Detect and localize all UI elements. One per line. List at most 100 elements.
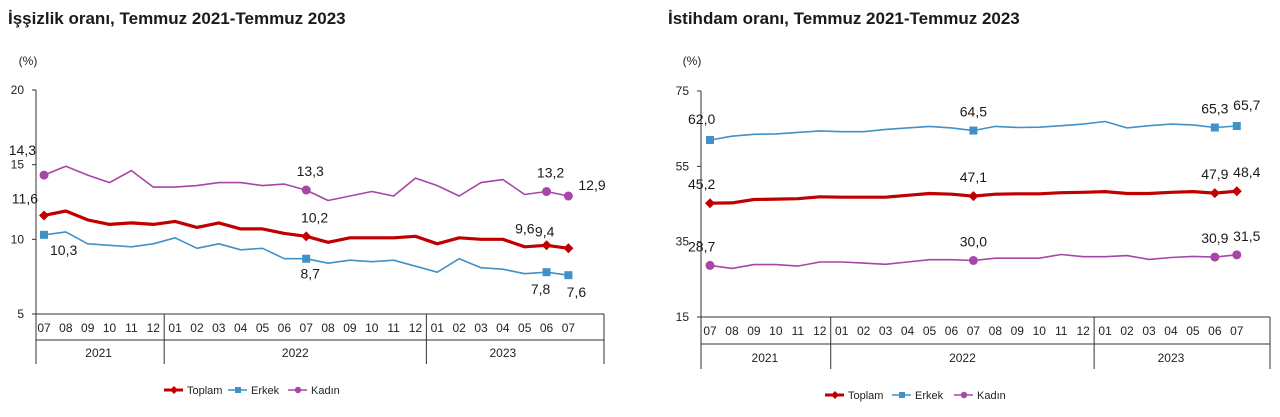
year-label: 2022 [949,351,976,365]
data-marker-square [706,135,714,144]
x-tick-label: 07 [562,321,576,335]
legend-label: Erkek [915,390,944,402]
data-marker-diamond [1231,186,1242,197]
data-label: 45,2 [688,176,715,192]
data-label: 65,3 [1201,101,1228,117]
x-tick-label: 05 [518,321,532,335]
data-marker-diamond [968,191,979,202]
y-tick-label: 20 [11,83,25,97]
data-marker-square [302,254,311,263]
data-label: 47,1 [960,169,987,185]
data-label: 13,3 [297,163,324,179]
data-marker-circle [1232,250,1242,260]
data-label: 14,3 [9,142,36,158]
y-unit-label: (%) [683,54,702,68]
chart-title: İstihdam oranı, Temmuz 2021-Temmuz 2023 [668,9,1020,28]
data-marker-circle [542,187,552,197]
y-tick-label: 10 [11,232,25,246]
data-label: 7,6 [567,284,587,300]
x-tick-label: 06 [1208,324,1222,338]
legend-marker [294,386,302,394]
data-marker-circle [705,260,715,270]
data-label: 64,5 [960,104,987,120]
data-label: 8,7 [300,266,320,282]
data-label: 9,4 [535,223,555,239]
x-tick-label: 11 [1055,324,1068,338]
data-label: 48,4 [1233,164,1260,180]
x-tick-label: 12 [147,321,161,335]
data-label: 30,0 [960,234,987,250]
y-tick-label: 55 [676,159,690,173]
x-tick-label: 03 [212,321,226,335]
series-kadın: 14,3 13,3 13,2 12,9 [9,142,606,202]
legend-marker [170,386,178,394]
data-marker-square [40,230,48,239]
series-kadın: 28,7 30,0 30,9 31,5 [688,228,1261,270]
x-tick-label: 09 [343,321,357,335]
legend-marker [831,391,839,399]
data-marker-circle [563,191,573,201]
x-tick-label: 06 [278,321,292,335]
data-label: 10,3 [50,242,77,258]
data-marker-circle [39,170,49,180]
data-marker-square [1210,123,1219,132]
x-tick-label: 03 [474,321,488,335]
y-tick-label: 5 [17,307,24,321]
legend-label: Kadın [977,390,1006,402]
data-label: 30,9 [1201,230,1228,246]
legend-item-erkek: Erkek [892,390,944,402]
x-tick-label: 11 [792,324,805,338]
x-tick-label: 10 [769,324,783,338]
x-tick-label: 04 [496,321,510,335]
x-tick-label: 05 [256,321,270,335]
x-tick-label: 08 [321,321,335,335]
x-tick-label: 04 [234,321,248,335]
data-marker-diamond [563,243,574,254]
x-tick-label: 08 [59,321,73,335]
legend-label: Kadın [311,385,340,397]
x-tick-label: 07 [703,324,717,338]
x-tick-label: 07 [967,324,981,338]
x-tick-label: 07 [1230,324,1244,338]
data-label: 62,0 [688,111,715,127]
series-erkek: 10,3 8,7 7,8 7,6 [40,230,587,300]
x-tick-label: 03 [1142,324,1156,338]
year-label: 2021 [85,346,112,360]
data-marker-square [1232,122,1241,131]
data-marker-square [542,268,551,277]
x-tick-label: 02 [1120,324,1134,338]
data-marker-diamond [541,240,552,251]
x-tick-label: 07 [37,321,51,335]
data-label: 31,5 [1233,228,1260,244]
x-tick-label: 08 [989,324,1003,338]
x-tick-label: 10 [103,321,117,335]
y-tick-label: 15 [676,310,690,324]
data-marker-diamond [1209,188,1220,199]
data-label: 28,7 [688,238,715,254]
x-tick-label: 04 [1164,324,1178,338]
x-tick-label: 05 [1186,324,1200,338]
x-tick-label: 10 [1033,324,1047,338]
legend-marker [235,387,241,393]
data-label: 7,8 [531,281,551,297]
x-tick-label: 09 [747,324,761,338]
x-tick-label: 01 [168,321,182,335]
legend-label: Erkek [251,385,280,397]
data-label: 10,2 [301,209,328,225]
legend-item-toplam: Toplam [164,385,222,397]
legend-marker [899,392,905,398]
series-toplam: 11,6 10,2 9,6 9,4 [12,190,574,254]
y-unit-label: (%) [19,54,38,68]
data-label: 47,9 [1201,166,1228,182]
data-label: 65,7 [1233,97,1260,113]
x-tick-label: 02 [857,324,871,338]
data-marker-diamond [39,210,49,221]
y-tick-label: 75 [676,84,690,98]
y-tick-label: 35 [676,235,690,249]
data-marker-circle [968,256,978,265]
series-toplam: 45,2 47,1 47,9 48,4 [688,164,1261,209]
data-label: 13,2 [537,165,564,181]
y-tick-label: 15 [11,158,25,172]
x-tick-label: 11 [387,321,400,335]
